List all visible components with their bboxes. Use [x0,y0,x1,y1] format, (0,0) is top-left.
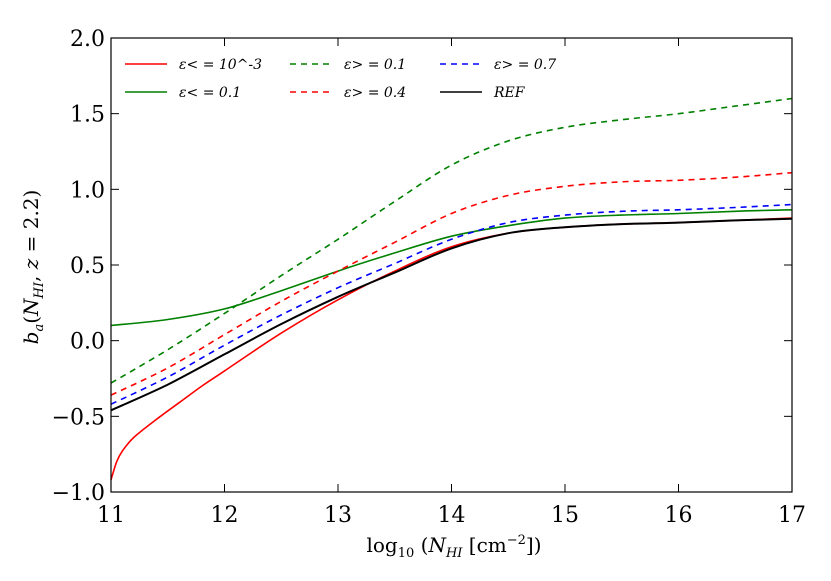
series-line-2 [110,97,793,384]
y-tick-label: 2.0 [70,27,105,52]
y-tick-label: 0.5 [70,254,105,279]
y-tick-label: −0.5 [52,405,105,430]
x-tick-label: 16 [665,503,693,528]
x-tick-label: 11 [97,503,125,528]
y-tick-label: −1.0 [52,481,105,506]
legend-label-2: ε> = 0.1 [344,57,406,73]
legend-label-1: ε< = 0.1 [179,85,241,101]
legend-label-3: ε> = 0.4 [344,85,406,101]
series-line-3 [110,171,793,396]
series-lines [110,97,793,481]
series-line-0 [110,217,793,481]
legend: ε< = 10^-3 ε> = 0.1 ε> = 0.7 ε< = 0.1 ε> = 0… [125,57,556,101]
x-tick-label: 12 [211,503,239,528]
series-line-4 [110,203,793,405]
x-tick-labels: 11 12 13 14 15 16 17 [97,503,806,528]
legend-label-0: ε< = 10^-3 [179,57,262,73]
x-tick-label: 17 [778,503,806,528]
y-tick-label: 0.0 [70,330,105,355]
legend-label-5: REF [493,85,526,101]
x-tick-label: 14 [438,503,466,528]
y-tick-labels: −1.0 −0.5 0.0 0.5 1.0 1.5 2.0 [52,27,105,506]
y-tick-label: 1.5 [70,103,105,128]
plot-frame [110,37,793,493]
series-line-5 [110,217,793,412]
x-tick-label: 13 [324,503,352,528]
x-axis-label: log10 (NHI [cm−2]) [366,533,541,561]
series-line-1 [110,209,793,327]
y-tick-label: 1.0 [70,178,105,203]
legend-label-4: ε> = 0.7 [494,57,556,73]
y-axis-label: ba(NHI, z = 2.2) [19,190,47,345]
tick-marks [110,37,793,493]
x-tick-label: 15 [551,503,579,528]
